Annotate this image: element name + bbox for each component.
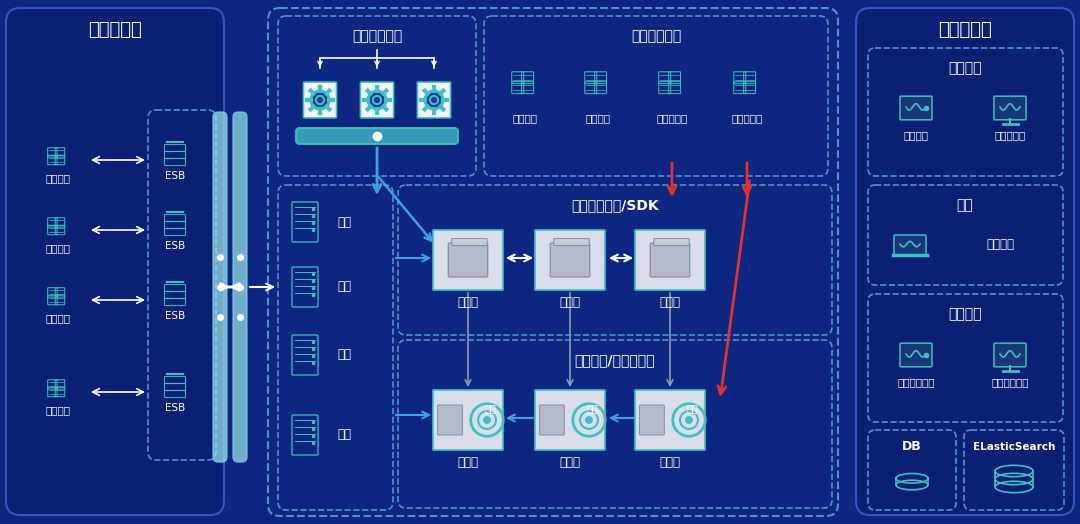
Text: ESB: ESB <box>165 171 185 181</box>
Text: 微服务: 微服务 <box>458 296 478 309</box>
FancyBboxPatch shape <box>554 238 590 246</box>
Text: 网关: 网关 <box>337 429 351 442</box>
FancyBboxPatch shape <box>437 405 462 435</box>
Circle shape <box>686 417 692 423</box>
FancyBboxPatch shape <box>233 112 247 462</box>
FancyBboxPatch shape <box>894 235 926 255</box>
Text: 网关: 网关 <box>337 348 351 362</box>
Circle shape <box>484 417 490 423</box>
Text: 边车: 边车 <box>484 403 496 413</box>
FancyBboxPatch shape <box>535 230 605 290</box>
Text: ESB: ESB <box>165 311 185 321</box>
Text: 传统应用: 传统应用 <box>45 173 70 183</box>
Text: 认证中心: 认证中心 <box>513 113 538 123</box>
FancyBboxPatch shape <box>900 96 932 120</box>
FancyBboxPatch shape <box>994 96 1026 120</box>
FancyBboxPatch shape <box>303 82 337 118</box>
FancyBboxPatch shape <box>448 243 488 277</box>
FancyBboxPatch shape <box>417 82 450 118</box>
Text: 集中日志: 集中日志 <box>986 238 1014 252</box>
Text: 微服务: 微服务 <box>559 456 581 470</box>
FancyBboxPatch shape <box>900 343 932 367</box>
Text: ESB: ESB <box>165 241 185 251</box>
Text: 网关: 网关 <box>337 215 351 228</box>
Circle shape <box>424 91 443 109</box>
FancyBboxPatch shape <box>535 390 605 450</box>
Text: 注册中心集群: 注册中心集群 <box>352 29 402 43</box>
Text: 运维管理平台: 运维管理平台 <box>897 377 935 387</box>
FancyBboxPatch shape <box>6 8 224 515</box>
FancyBboxPatch shape <box>540 405 564 435</box>
Text: 运行支撑组件: 运行支撑组件 <box>631 29 681 43</box>
FancyBboxPatch shape <box>994 343 1026 367</box>
FancyBboxPatch shape <box>653 238 689 246</box>
Text: 分布式缓存: 分布式缓存 <box>657 113 688 123</box>
Text: 集中治理平台: 集中治理平台 <box>991 377 1029 387</box>
Text: 基于开发框架/SDK: 基于开发框架/SDK <box>571 198 659 212</box>
Text: 传统业务区: 传统业务区 <box>89 21 141 39</box>
FancyBboxPatch shape <box>650 243 690 277</box>
Text: 管理监控区: 管理监控区 <box>939 21 991 39</box>
Text: 配置中心: 配置中心 <box>585 113 610 123</box>
Text: DB: DB <box>902 441 922 453</box>
Circle shape <box>368 91 387 109</box>
FancyBboxPatch shape <box>213 112 227 462</box>
Text: 管理平台: 管理平台 <box>948 307 982 321</box>
FancyBboxPatch shape <box>433 390 503 450</box>
FancyBboxPatch shape <box>639 405 664 435</box>
Text: ESB: ESB <box>165 403 185 413</box>
Text: 传统应用: 传统应用 <box>45 243 70 253</box>
Text: 网关: 网关 <box>337 280 351 293</box>
Circle shape <box>585 417 592 423</box>
FancyBboxPatch shape <box>296 128 458 144</box>
Text: 日志: 日志 <box>957 198 973 212</box>
Text: 微服务: 微服务 <box>559 296 581 309</box>
FancyBboxPatch shape <box>551 243 590 277</box>
Text: 指标监控: 指标监控 <box>904 130 929 140</box>
Text: 分布式队列: 分布式队列 <box>731 113 762 123</box>
FancyBboxPatch shape <box>451 238 487 246</box>
Text: 微服务: 微服务 <box>660 456 680 470</box>
FancyBboxPatch shape <box>361 82 393 118</box>
Text: 微服务: 微服务 <box>458 456 478 470</box>
Text: ELasticSearch: ELasticSearch <box>973 442 1055 452</box>
Text: 基于边车/分布式网关: 基于边车/分布式网关 <box>575 353 656 367</box>
Text: 传统应用: 传统应用 <box>45 405 70 415</box>
Text: 边车: 边车 <box>586 403 598 413</box>
Text: 传统应用: 传统应用 <box>45 313 70 323</box>
Circle shape <box>311 91 329 109</box>
FancyBboxPatch shape <box>856 8 1074 515</box>
Text: 边车: 边车 <box>686 403 698 413</box>
Text: 调用链监控: 调用链监控 <box>995 130 1026 140</box>
FancyBboxPatch shape <box>635 230 705 290</box>
FancyBboxPatch shape <box>433 230 503 290</box>
FancyBboxPatch shape <box>635 390 705 450</box>
Text: 微服务: 微服务 <box>660 296 680 309</box>
Text: 统一监控: 统一监控 <box>948 61 982 75</box>
